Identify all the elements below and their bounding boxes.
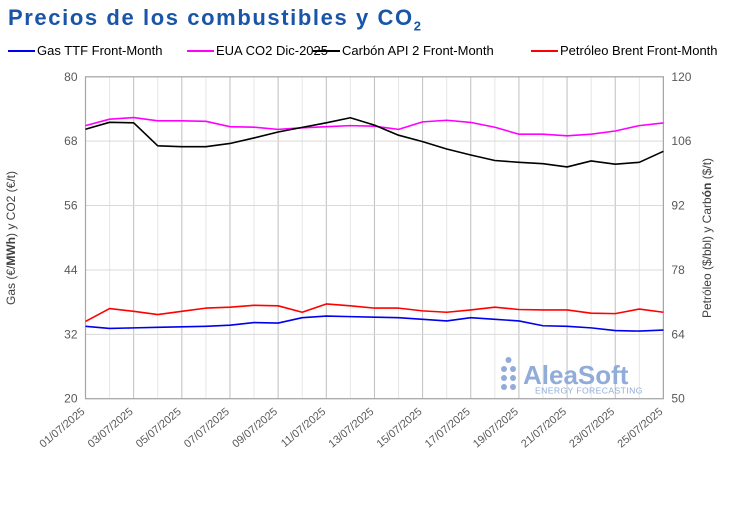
svg-text:80: 80: [64, 70, 78, 84]
svg-text:50: 50: [671, 392, 685, 406]
svg-text:64: 64: [671, 327, 685, 341]
svg-text:21/07/2025: 21/07/2025: [519, 406, 569, 451]
svg-text:56: 56: [64, 199, 78, 213]
svg-text:78: 78: [671, 263, 685, 277]
svg-text:106: 106: [671, 134, 691, 148]
svg-text:19/07/2025: 19/07/2025: [471, 406, 521, 451]
svg-text:07/07/2025: 07/07/2025: [182, 406, 232, 451]
svg-text:92: 92: [671, 199, 685, 213]
svg-text:25/07/2025: 25/07/2025: [615, 406, 665, 451]
svg-text:44: 44: [64, 263, 78, 277]
svg-text:05/07/2025: 05/07/2025: [134, 406, 184, 451]
svg-text:ENERGY FORECASTING: ENERGY FORECASTING: [535, 386, 643, 396]
svg-text:68: 68: [64, 134, 78, 148]
svg-text:17/07/2025: 17/07/2025: [423, 406, 473, 451]
svg-text:20: 20: [64, 392, 78, 406]
svg-text:13/07/2025: 13/07/2025: [326, 406, 376, 451]
svg-text:03/07/2025: 03/07/2025: [86, 406, 136, 451]
svg-text:01/07/2025: 01/07/2025: [38, 406, 88, 451]
svg-text:11/07/2025: 11/07/2025: [279, 406, 328, 450]
svg-text:23/07/2025: 23/07/2025: [567, 406, 617, 451]
svg-text:120: 120: [671, 70, 691, 84]
svg-text:32: 32: [64, 327, 78, 341]
svg-text:15/07/2025: 15/07/2025: [375, 406, 425, 451]
svg-text:09/07/2025: 09/07/2025: [230, 406, 280, 451]
